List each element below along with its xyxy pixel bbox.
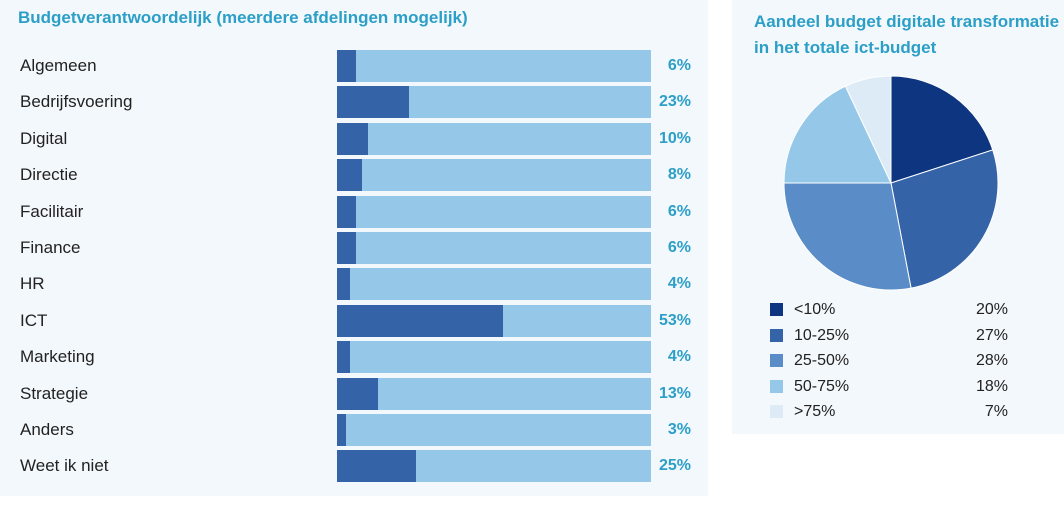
bar-row: Facilitair 6% <box>0 195 708 228</box>
bar-row: Weet ik niet 25% <box>0 450 708 483</box>
category-label: Weet ik niet <box>20 456 109 476</box>
value-label: 6% <box>667 202 691 220</box>
pie-chart-title-line-2: in het totale ict-budget <box>754 38 937 57</box>
category-label: Bedrijfsvoering <box>20 92 133 112</box>
bar-track <box>337 86 651 119</box>
pie-chart-title: Aandeel budget digitale transformatie in… <box>754 9 1059 61</box>
bar-row: Algemeen 6% <box>0 50 708 82</box>
legend-swatch <box>770 405 783 418</box>
legend-label: 50-75% <box>794 377 850 395</box>
pie-chart <box>783 75 999 291</box>
legend-value: 28% <box>975 352 1008 369</box>
legend-item: >75% 7% <box>770 401 1010 423</box>
pie-chart-title-line-1: Aandeel budget digitale transformatie <box>754 12 1060 31</box>
legend-value: 18% <box>975 377 1008 395</box>
legend-swatch <box>770 379 783 393</box>
bar-track <box>337 268 651 301</box>
category-label: Digital <box>20 128 68 148</box>
pie-slice <box>844 75 892 184</box>
category-label: Anders <box>20 420 74 439</box>
bar <box>337 50 356 82</box>
pie-slice <box>783 182 912 291</box>
value-label: 13% <box>658 384 691 402</box>
bar <box>337 232 356 264</box>
legend-item: 25-50% 28% <box>770 350 1010 372</box>
legend-value: 7% <box>984 403 1008 420</box>
bar <box>337 86 410 119</box>
legend-item: 50-75% 18% <box>770 376 1010 398</box>
category-label: Algemeen <box>20 56 97 75</box>
bar-row: Finance 6% <box>0 232 708 264</box>
bar-track <box>337 195 651 228</box>
category-label: Finance <box>20 238 81 257</box>
bar <box>337 414 347 446</box>
bar-track <box>337 414 651 446</box>
bar-track <box>337 450 651 483</box>
legend-value: 27% <box>975 326 1008 344</box>
pie-slice <box>890 75 994 184</box>
bar <box>337 341 350 374</box>
bar-chart-title: Budgetverantwoordelijk (meerdere afdelin… <box>18 8 468 27</box>
category-label: Marketing <box>20 347 95 367</box>
value-label: 23% <box>658 93 691 111</box>
category-label: Directie <box>20 165 78 185</box>
bar <box>337 377 378 410</box>
value-label: 4% <box>667 275 691 293</box>
value-label: 53% <box>658 311 691 329</box>
value-label: 4% <box>667 348 691 366</box>
value-label: 6% <box>667 57 691 74</box>
bar-row: Bedrijfsvoering 23% <box>0 86 708 119</box>
bar <box>337 304 504 337</box>
bar-row: Directie 8% <box>0 159 708 192</box>
legend-swatch <box>770 303 783 316</box>
legend-label: 10-25% <box>794 326 850 344</box>
category-label: Facilitair <box>20 201 84 221</box>
legend-item: <10% 20% <box>770 299 1010 321</box>
bar-track <box>337 377 651 410</box>
value-label: 3% <box>667 421 691 438</box>
bar <box>337 159 363 192</box>
bar-track <box>337 341 651 374</box>
bar-row: Marketing 4% <box>0 341 708 374</box>
bar-row: HR 4% <box>0 268 708 301</box>
category-label: HR <box>20 274 45 294</box>
legend-label: >75% <box>794 403 836 420</box>
bar-track <box>337 159 651 192</box>
bar <box>337 195 356 228</box>
value-label: 25% <box>658 457 691 475</box>
bar-track <box>337 304 651 337</box>
legend-label: <10% <box>794 301 836 318</box>
legend-item: 10-25% 27% <box>770 325 1010 347</box>
bar <box>337 122 369 155</box>
pie-slice <box>890 149 999 289</box>
value-label: 8% <box>667 166 691 184</box>
bar-track <box>337 232 651 264</box>
value-label: 6% <box>667 239 691 256</box>
bar-row: Strategie 13% <box>0 377 708 410</box>
category-label: ICT <box>20 310 48 330</box>
bar <box>337 450 416 483</box>
legend-label: 25-50% <box>794 352 850 369</box>
pie-slice <box>783 85 892 184</box>
bar-row: ICT 53% <box>0 304 708 337</box>
bar <box>337 268 350 301</box>
bar-row: Digital 10% <box>0 122 708 155</box>
legend-swatch <box>770 328 783 342</box>
category-label: Strategie <box>20 383 89 403</box>
value-label: 10% <box>658 129 691 147</box>
bar-row: Anders 3% <box>0 414 708 446</box>
legend-value: 20% <box>975 301 1008 318</box>
bar-track <box>337 50 651 82</box>
bar-track <box>337 122 651 155</box>
legend-swatch <box>770 354 783 367</box>
